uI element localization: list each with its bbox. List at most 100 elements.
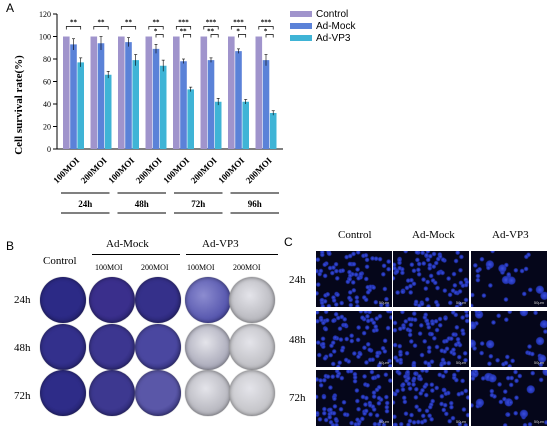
bar-ad-mock xyxy=(207,60,215,149)
time-group-label: 24h xyxy=(78,199,92,209)
significance-bracket xyxy=(210,34,219,38)
significance-label: ** xyxy=(125,19,133,27)
scale-bar-label: 50μm xyxy=(378,300,389,305)
bar-ad-mock xyxy=(125,42,132,149)
panel-c-header-ad-vp3: Ad-VP3 xyxy=(492,229,529,241)
bar-ad-mock xyxy=(70,44,77,149)
significance-label: ** xyxy=(207,28,215,36)
significance-label: *** xyxy=(233,19,244,27)
legend-swatch xyxy=(290,23,312,29)
culture-dish xyxy=(229,277,275,323)
significance-bracket xyxy=(93,26,109,30)
fluorescence-image: 50μm xyxy=(471,311,547,367)
bar-ad-vp3 xyxy=(214,101,222,149)
significance-bracket xyxy=(175,26,192,30)
x-tick-label: 100MOI xyxy=(106,155,136,185)
panel-label-b: B xyxy=(6,239,15,253)
panel-c-row-label: 48h xyxy=(289,334,306,346)
y-tick-label: 20 xyxy=(43,123,51,132)
culture-dish xyxy=(40,324,86,370)
fluorescence-image: 50μm xyxy=(316,311,392,367)
panel-b-sub-label: 100MOI xyxy=(187,263,215,272)
fluorescence-image: 50μm xyxy=(471,370,547,426)
culture-dish xyxy=(185,370,231,416)
x-tick-label: 200MOI xyxy=(244,155,274,185)
legend-label: Ad-Mock xyxy=(316,20,356,32)
y-tick-label: 0 xyxy=(47,145,51,154)
panel-c-header-ad-mock: Ad-Mock xyxy=(412,229,455,241)
bar-ad-mock xyxy=(97,43,105,149)
panel-b-sub-label: 100MOI xyxy=(95,263,123,272)
y-tick-label: 80 xyxy=(43,55,51,64)
scale-bar-label: 50μm xyxy=(378,419,389,424)
panel-b-header-ad-vp3: Ad-VP3 xyxy=(202,238,239,250)
culture-dish xyxy=(89,370,135,416)
x-tick-label: 100MOI xyxy=(51,155,81,185)
panel-b-sub-label: 200MOI xyxy=(233,263,261,272)
bar-control xyxy=(228,36,235,149)
fluorescence-image: 50μm xyxy=(316,251,392,307)
significance-label: ** xyxy=(98,19,106,27)
significance-label: *** xyxy=(261,19,272,27)
panel-c-row-label: 72h xyxy=(289,392,306,404)
panel-b-row-label: 24h xyxy=(14,294,31,306)
y-tick-label: 40 xyxy=(43,100,51,109)
culture-dish xyxy=(185,277,231,323)
scale-bar-label: 50μm xyxy=(533,360,544,365)
bar-control xyxy=(90,36,98,149)
time-group-label: 48h xyxy=(135,199,149,209)
significance-bracket xyxy=(65,26,82,30)
legend-item-control: Control xyxy=(290,8,355,20)
culture-dish xyxy=(229,370,275,416)
culture-dish xyxy=(229,324,275,370)
fluorescence-image: 50μm xyxy=(393,251,469,307)
culture-dish xyxy=(135,370,181,416)
x-tick-label: 200MOI xyxy=(189,155,219,185)
bar-control xyxy=(63,36,70,149)
bar-ad-vp3 xyxy=(77,62,84,149)
y-tick-label: 100 xyxy=(39,33,51,42)
fluorescence-image: 50μm xyxy=(471,251,547,307)
bar-control xyxy=(173,36,180,149)
significance-bracket xyxy=(203,26,219,30)
bar-ad-vp3 xyxy=(242,101,249,149)
x-tick-label: 100MOI xyxy=(216,155,246,185)
scale-bar-label: 50μm xyxy=(533,300,544,305)
panel-c-row-label: 24h xyxy=(289,274,306,286)
significance-bracket xyxy=(183,34,192,38)
divider-ad-vp3 xyxy=(186,254,278,255)
significance-bracket xyxy=(155,34,164,38)
significance-label: * xyxy=(264,28,268,36)
culture-dish xyxy=(40,370,86,416)
bar-control xyxy=(118,36,125,149)
panel-b-row-label: 72h xyxy=(14,390,31,402)
bar-ad-mock xyxy=(262,60,270,149)
scale-bar-label: 50μm xyxy=(455,360,466,365)
legend-swatch xyxy=(290,11,312,17)
scale-bar-label: 50μm xyxy=(455,300,466,305)
bar-ad-mock xyxy=(152,48,160,149)
culture-dish xyxy=(89,277,135,323)
bar-control xyxy=(145,36,153,149)
culture-dish xyxy=(89,324,135,370)
bar-ad-vp3 xyxy=(132,60,139,149)
bar-control xyxy=(200,36,208,149)
panel-c-header-control: Control xyxy=(338,229,372,241)
significance-bracket xyxy=(230,26,247,30)
bar-ad-vp3 xyxy=(104,74,112,149)
divider-ad-mock xyxy=(92,254,180,255)
scale-bar-label: 50μm xyxy=(455,419,466,424)
bar-ad-vp3 xyxy=(269,113,277,149)
significance-label: ** xyxy=(180,28,188,36)
panel-b-header-control: Control xyxy=(43,255,77,267)
culture-dish xyxy=(135,277,181,323)
significance-bracket xyxy=(238,34,247,38)
bar-ad-vp3 xyxy=(159,65,167,149)
significance-label: *** xyxy=(206,19,217,27)
fluorescence-image: 50μm xyxy=(393,311,469,367)
panel-b-header-ad-mock: Ad-Mock xyxy=(106,238,149,250)
legend-label: Ad-VP3 xyxy=(316,32,351,44)
significance-bracket xyxy=(258,26,274,30)
fluorescence-image: 50μm xyxy=(316,370,392,426)
legend-swatch xyxy=(290,35,312,41)
